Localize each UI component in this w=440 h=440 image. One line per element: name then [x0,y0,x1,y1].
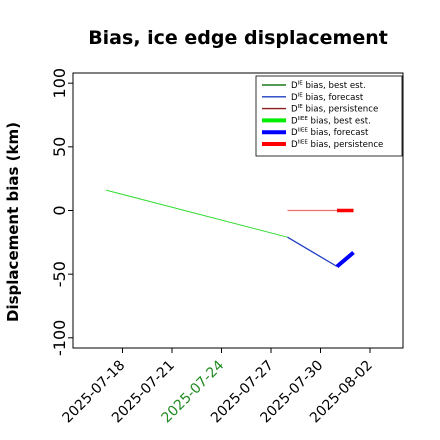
legend-entry-label: DIE bias, best est. [291,81,366,92]
y-tick-label: 50 [50,137,69,157]
y-axis-ticks: -100 -50 0 50 100 [50,68,73,356]
series-line-forecast_thick [335,250,355,269]
chart-title: Bias, ice edge displacement [88,27,388,49]
legend-entry-label: DIIEE bias, persistence [291,140,383,151]
legend-entry-label: DIE bias, persistence [291,104,378,115]
plot-lines [105,189,355,269]
series-line-forecast_thin [287,236,338,268]
x-axis-ticks: 2025-07-182025-07-212025-07-242025-07-27… [59,348,376,426]
legend-entry-label: DIIEE bias, forecast [291,128,369,139]
legend-entry-label: DIIEE bias, best est. [291,116,371,127]
y-tick-label: 0 [50,205,69,215]
y-tick-label: 100 [50,68,69,99]
y-tick-label: -100 [50,320,69,356]
series-line-best_est_thin [105,189,288,238]
legend-entry-label: DIE bias, forecast [291,92,364,103]
legend: DIE bias, best est.DIE bias, forecastDIE… [255,75,403,157]
y-tick-label: -50 [50,261,69,287]
y-axis-label: Displacement bias (km) [4,122,22,322]
